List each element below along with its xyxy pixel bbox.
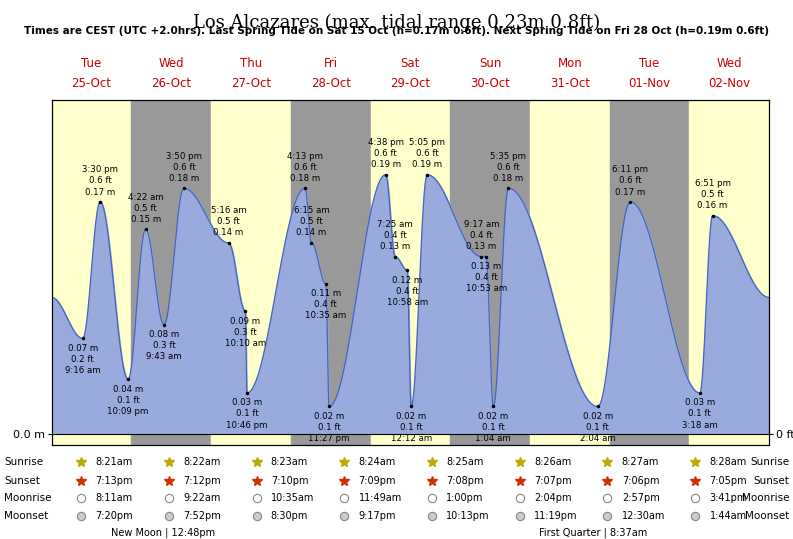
Text: 7:12pm: 7:12pm <box>183 475 220 486</box>
Text: Sunset: Sunset <box>4 475 40 486</box>
Text: 5:35 pm
0.6 ft
0.18 m: 5:35 pm 0.6 ft 0.18 m <box>490 151 527 183</box>
Text: 1:00pm: 1:00pm <box>446 493 484 503</box>
Text: 8:25am: 8:25am <box>446 457 484 467</box>
Text: 4:22 am
0.5 ft
0.15 m: 4:22 am 0.5 ft 0.15 m <box>128 192 163 224</box>
Text: 11:49am: 11:49am <box>358 493 402 503</box>
Text: Fri: Fri <box>324 57 338 70</box>
Text: First Quarter | 8:37am: First Quarter | 8:37am <box>539 527 648 537</box>
Text: Sunrise: Sunrise <box>4 457 43 467</box>
Text: 8:30pm: 8:30pm <box>271 512 308 521</box>
Text: 8:23am: 8:23am <box>271 457 308 467</box>
Text: Sunset: Sunset <box>753 475 789 486</box>
Text: Moonset: Moonset <box>4 512 48 521</box>
Text: 6:11 pm
0.6 ft
0.17 m: 6:11 pm 0.6 ft 0.17 m <box>612 165 649 197</box>
Text: 10:13pm: 10:13pm <box>446 512 490 521</box>
Text: Los Alcazares (max. tidal range 0.23m 0.8ft): Los Alcazares (max. tidal range 0.23m 0.… <box>193 13 600 32</box>
Text: 0.08 m
0.3 ft
9:43 am: 0.08 m 0.3 ft 9:43 am <box>146 330 182 361</box>
Text: 7:07pm: 7:07pm <box>534 475 572 486</box>
Text: 5:05 pm
0.6 ft
0.19 m: 5:05 pm 0.6 ft 0.19 m <box>409 138 445 169</box>
Text: 1:44am: 1:44am <box>710 512 747 521</box>
Text: 25-Oct: 25-Oct <box>71 77 111 90</box>
Bar <box>52 100 132 445</box>
Text: Moonrise: Moonrise <box>741 493 789 503</box>
Text: 7:10pm: 7:10pm <box>271 475 308 486</box>
Text: 2:57pm: 2:57pm <box>622 493 660 503</box>
Text: 0.07 m
0.2 ft
9:16 am: 0.07 m 0.2 ft 9:16 am <box>65 344 101 375</box>
Text: 5:16 am
0.5 ft
0.14 m: 5:16 am 0.5 ft 0.14 m <box>211 206 247 237</box>
Text: 6:15 am
0.5 ft
0.14 m: 6:15 am 0.5 ft 0.14 m <box>293 206 329 237</box>
Text: Moonrise: Moonrise <box>4 493 52 503</box>
Text: 8:22am: 8:22am <box>183 457 220 467</box>
Text: 6:51 pm
0.5 ft
0.16 m: 6:51 pm 0.5 ft 0.16 m <box>695 179 730 210</box>
Text: 0.12 m
0.4 ft
10:58 am: 0.12 m 0.4 ft 10:58 am <box>386 275 427 307</box>
Text: Times are CEST (UTC +2.0hrs). Last Spring Tide on Sat 15 Oct (h=0.17m 0.6ft). Ne: Times are CEST (UTC +2.0hrs). Last Sprin… <box>24 26 769 36</box>
Bar <box>610 100 689 445</box>
Text: 7:52pm: 7:52pm <box>183 512 221 521</box>
Text: 9:22am: 9:22am <box>183 493 220 503</box>
Text: 7:13pm: 7:13pm <box>95 475 133 486</box>
Text: 31-Oct: 31-Oct <box>550 77 590 90</box>
Text: 0.04 m
0.1 ft
10:09 pm: 0.04 m 0.1 ft 10:09 pm <box>107 385 149 416</box>
Text: 28-Oct: 28-Oct <box>311 77 351 90</box>
Text: Tue: Tue <box>82 57 102 70</box>
Text: 8:27am: 8:27am <box>622 457 659 467</box>
Text: 2:04pm: 2:04pm <box>534 493 572 503</box>
Text: 7:09pm: 7:09pm <box>358 475 396 486</box>
Text: 3:41pm: 3:41pm <box>710 493 747 503</box>
Text: 7:05pm: 7:05pm <box>710 475 747 486</box>
Text: 8:24am: 8:24am <box>358 457 396 467</box>
Text: 0.13 m
0.4 ft
10:53 am: 0.13 m 0.4 ft 10:53 am <box>465 262 507 293</box>
Text: 9:17pm: 9:17pm <box>358 512 396 521</box>
Bar <box>370 100 450 445</box>
Text: 10:35am: 10:35am <box>271 493 314 503</box>
Text: 01-Nov: 01-Nov <box>629 77 671 90</box>
Bar <box>450 100 530 445</box>
Bar <box>132 100 211 445</box>
Text: 0.09 m
0.3 ft
10:10 am: 0.09 m 0.3 ft 10:10 am <box>224 316 266 348</box>
Text: Thu: Thu <box>239 57 262 70</box>
Text: 12:30am: 12:30am <box>622 512 665 521</box>
Text: Sun: Sun <box>479 57 501 70</box>
Text: 27-Oct: 27-Oct <box>231 77 271 90</box>
Text: Sunrise: Sunrise <box>750 457 789 467</box>
Text: Wed: Wed <box>159 57 184 70</box>
Text: 29-Oct: 29-Oct <box>390 77 431 90</box>
Text: Moonset: Moonset <box>745 512 789 521</box>
Bar <box>291 100 370 445</box>
Text: 8:28am: 8:28am <box>710 457 747 467</box>
Text: 4:38 pm
0.6 ft
0.19 m: 4:38 pm 0.6 ft 0.19 m <box>368 138 404 169</box>
Text: 0.02 m
0.1 ft
12:12 am: 0.02 m 0.1 ft 12:12 am <box>390 412 432 443</box>
Text: 7:06pm: 7:06pm <box>622 475 659 486</box>
Text: Wed: Wed <box>717 57 742 70</box>
Text: 0.03 m
0.1 ft
3:18 am: 0.03 m 0.1 ft 3:18 am <box>682 398 718 430</box>
Text: 0.02 m
0.1 ft
1:04 am: 0.02 m 0.1 ft 1:04 am <box>476 412 511 443</box>
Text: 02-Nov: 02-Nov <box>708 77 750 90</box>
Text: New Moon | 12:48pm: New Moon | 12:48pm <box>111 527 215 537</box>
Bar <box>211 100 291 445</box>
Text: 7:25 am
0.4 ft
0.13 m: 7:25 am 0.4 ft 0.13 m <box>377 220 413 251</box>
Text: 11:19pm: 11:19pm <box>534 512 577 521</box>
Text: 7:20pm: 7:20pm <box>95 512 133 521</box>
Text: Mon: Mon <box>557 57 582 70</box>
Text: 0.02 m
0.1 ft
2:04 am: 0.02 m 0.1 ft 2:04 am <box>580 412 615 443</box>
Text: 9:17 am
0.4 ft
0.13 m: 9:17 am 0.4 ft 0.13 m <box>464 220 499 251</box>
Text: 0.11 m
0.4 ft
10:35 am: 0.11 m 0.4 ft 10:35 am <box>305 289 347 321</box>
Text: 0.02 m
0.1 ft
11:27 pm: 0.02 m 0.1 ft 11:27 pm <box>308 412 350 443</box>
Text: 8:21am: 8:21am <box>95 457 132 467</box>
Bar <box>530 100 610 445</box>
Text: 8:11am: 8:11am <box>95 493 132 503</box>
Text: 4:13 pm
0.6 ft
0.18 m: 4:13 pm 0.6 ft 0.18 m <box>287 151 323 183</box>
Text: Sat: Sat <box>400 57 420 70</box>
Text: Tue: Tue <box>639 57 660 70</box>
Text: 0.03 m
0.1 ft
10:46 pm: 0.03 m 0.1 ft 10:46 pm <box>226 398 268 430</box>
Text: 26-Oct: 26-Oct <box>151 77 191 90</box>
Text: 7:08pm: 7:08pm <box>446 475 484 486</box>
Text: 3:50 pm
0.6 ft
0.18 m: 3:50 pm 0.6 ft 0.18 m <box>166 151 202 183</box>
Text: 30-Oct: 30-Oct <box>470 77 510 90</box>
Text: 3:30 pm
0.6 ft
0.17 m: 3:30 pm 0.6 ft 0.17 m <box>82 165 118 197</box>
Text: 8:26am: 8:26am <box>534 457 571 467</box>
Bar <box>689 100 769 445</box>
